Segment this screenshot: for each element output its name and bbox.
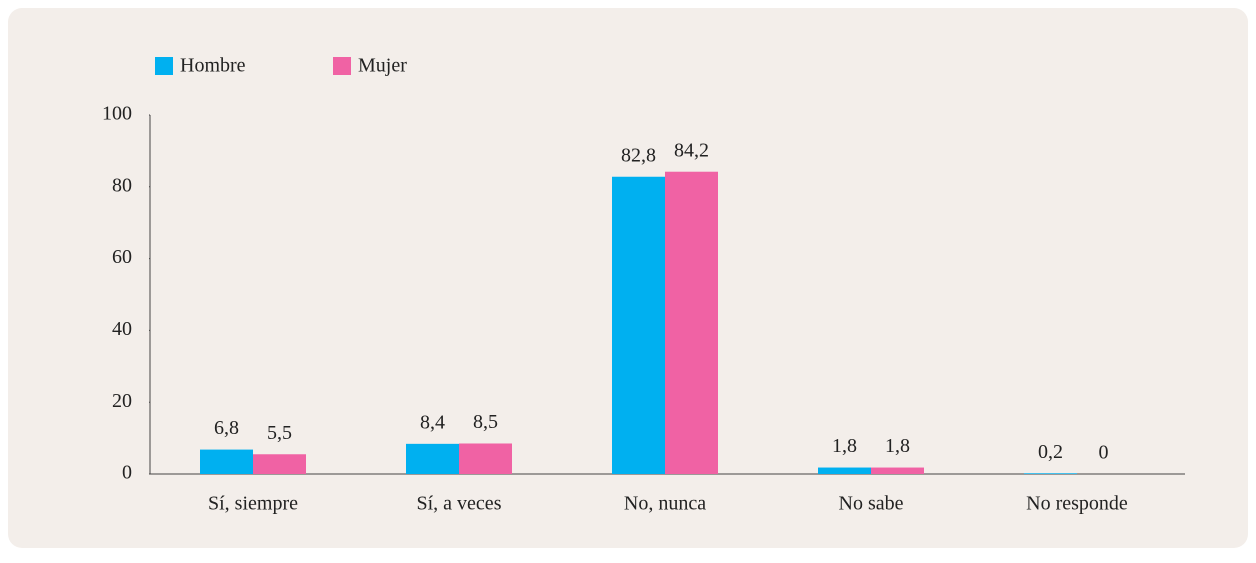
data-label: 1,8 — [832, 435, 857, 457]
bar — [871, 467, 924, 474]
x-tick-label: Sí, a veces — [417, 493, 502, 515]
x-tick-label: No sabe — [839, 493, 904, 515]
data-label: 82,8 — [621, 144, 656, 166]
bar — [612, 176, 665, 475]
data-label: 1,8 — [885, 435, 910, 457]
y-tick-label: 100 — [102, 103, 132, 125]
y-tick-label: 20 — [112, 390, 132, 412]
x-tick-label: Sí, siempre — [208, 493, 298, 515]
data-label: 8,4 — [420, 411, 445, 433]
bar — [406, 443, 459, 474]
legend-label: Hombre — [180, 55, 246, 77]
legend-swatch — [155, 57, 173, 75]
legend-label: Mujer — [358, 55, 407, 77]
bar — [818, 467, 871, 474]
bar — [1024, 473, 1077, 474]
x-tick-label: No responde — [1026, 493, 1128, 515]
data-label: 0,2 — [1038, 441, 1063, 463]
y-tick-label: 40 — [112, 318, 132, 340]
data-label: 8,5 — [473, 411, 498, 433]
y-tick-label: 80 — [112, 174, 132, 196]
bar — [200, 449, 253, 474]
x-tick-label: No, nunca — [624, 493, 706, 515]
y-tick-label: 0 — [122, 462, 132, 484]
y-tick-label: 60 — [112, 246, 132, 268]
data-label: 5,5 — [267, 422, 292, 444]
bar — [253, 454, 306, 474]
bar — [459, 443, 512, 474]
data-label: 0 — [1099, 442, 1109, 464]
data-label: 6,8 — [214, 417, 239, 439]
bar — [665, 171, 718, 475]
data-label: 84,2 — [674, 139, 709, 161]
legend-swatch — [333, 57, 351, 75]
